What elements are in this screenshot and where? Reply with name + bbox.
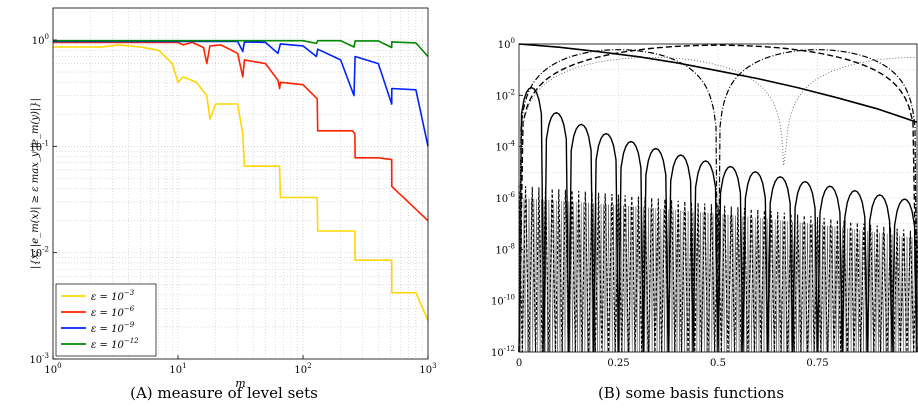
x-tick-label: 0.5 [710,358,726,369]
dotted-curve [518,57,917,353]
panel-a: 100 101 102 103 10-3 10-2 10-1 100 m |{x; |e_m(x)… [29,7,437,390]
series-a-1 [53,41,429,222]
x-axis-label: m [235,377,245,390]
y-tick-label: 10-1 [29,139,49,153]
x-tick-label: 0.75 [806,358,828,369]
y-tick-label: 10-6 [495,191,515,205]
series-a-3 [53,39,429,58]
panel-b: 0 0.25 0.5 0.75 100 10-2 10-4 10-6 10-8 10-10 10-1… [491,37,918,369]
y-tick-label: 10-2 [495,88,515,102]
y-tick-label: 10-12 [491,345,515,359]
y-tick-label: 100 [498,37,515,51]
series-b-0 [518,43,918,123]
series-a-0 [53,44,429,321]
x-tick-label: 101 [169,362,186,376]
legend-a: ε = 10−3 ε = 10−6 ε = 10−9 ε = 10−12 [55,283,157,357]
y-tick-label: 10-4 [495,140,515,154]
caption-b: (B) some basis functions [598,384,784,402]
legend-entry: ε = 10−6 [91,305,135,319]
x-tick-label: 103 [419,362,436,376]
y-tick-label: 10-2 [29,246,49,260]
x-tick-label: 0.25 [607,358,629,369]
y-axis-label: |{x; |e_m(x)| ≥ ε max_y |e_m(y)|}| [30,98,41,269]
legend-entry: ε = 10−3 [91,289,135,303]
series-a-2 [53,40,429,147]
y-tick-label: 10-3 [29,352,49,366]
x-tick-label: 102 [294,362,311,376]
legend-entry: ε = 10−12 [91,337,139,351]
y-tick-label: 100 [32,33,49,47]
y-tick-label: 10-10 [491,294,515,308]
x-tick-label: 0 [516,358,522,369]
caption-a: (A) measure of level sets [130,384,318,402]
y-tick-label: 10-8 [495,242,515,256]
dashdot-curve [518,49,918,353]
legend-entry: ε = 10−9 [91,321,135,335]
axes-frame-a [52,7,429,360]
x-tick-label: 100 [44,362,61,376]
